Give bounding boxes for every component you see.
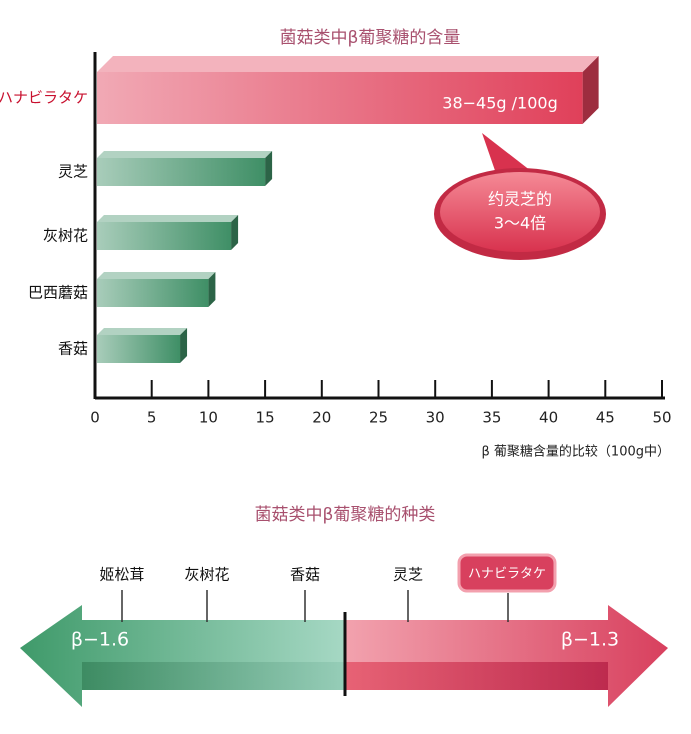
x-tick-label: 15	[256, 409, 275, 427]
y-tick-label: 灰树花	[43, 227, 88, 245]
x-tick-label: 50	[652, 409, 671, 427]
right-label: β−1.3	[561, 629, 619, 651]
x-tick-label: 25	[369, 409, 388, 427]
y-tick-label: ハナビラタケ	[0, 89, 88, 107]
x-tick-label: 45	[596, 409, 615, 427]
chart-title: 菌菇类中β葡聚糖的含量	[280, 28, 461, 48]
bar-side	[231, 215, 239, 250]
bar-group	[97, 56, 599, 124]
x-axis-label: β 葡聚糖含量的比较（100g中）	[482, 444, 671, 460]
left-label: β−1.6	[71, 629, 129, 651]
bar	[97, 222, 232, 250]
bar-group	[97, 272, 216, 307]
x-tick-label: 35	[482, 409, 501, 427]
bar-side	[208, 272, 216, 307]
bar-top	[97, 272, 216, 279]
bar	[97, 279, 209, 307]
bar-top	[97, 151, 273, 158]
right-arrow-shade	[345, 662, 608, 690]
x-tick-label: 30	[426, 409, 445, 427]
bar	[97, 72, 583, 124]
y-tick-label: 灵芝	[58, 163, 88, 181]
callout: 约灵芝的 3～4倍	[434, 133, 606, 260]
bar-group	[97, 151, 273, 186]
right-arrow	[345, 605, 668, 707]
bar-annotation: 38−45g /100g	[442, 94, 557, 113]
x-tick-label: 40	[539, 409, 558, 427]
marker-label: 香菇	[290, 566, 320, 584]
y-tick-label: 香菇	[58, 340, 88, 358]
left-arrow	[20, 605, 345, 707]
bar-top	[97, 56, 599, 72]
callout-text: 3～4倍	[494, 214, 546, 233]
marker-label: ハナビラタケ	[468, 567, 546, 582]
left-arrow-shade	[82, 662, 345, 690]
bar-group	[97, 328, 188, 363]
marker-label: 姬松茸	[99, 566, 144, 584]
bar-side	[582, 56, 599, 124]
x-tick-label: 5	[147, 409, 157, 427]
bar	[97, 158, 266, 186]
bar-top	[97, 215, 239, 222]
y-tick-label: 巴西蘑菇	[28, 284, 88, 302]
bar-side	[180, 328, 188, 363]
bar	[97, 335, 181, 363]
callout-text: 约灵芝的	[488, 190, 552, 209]
bar-side	[265, 151, 273, 186]
x-tick-label: 20	[312, 409, 331, 427]
marker-label: 灰树花	[184, 566, 229, 584]
bar-top	[97, 328, 188, 335]
callout-body	[440, 172, 600, 252]
bar-group	[97, 215, 239, 250]
diagram-title: 菌菇类中β葡聚糖的种类	[255, 505, 436, 525]
x-tick-label: 0	[90, 409, 100, 427]
marker-label: 灵芝	[393, 566, 423, 584]
highlight-box	[457, 553, 557, 593]
x-tick-label: 10	[199, 409, 218, 427]
